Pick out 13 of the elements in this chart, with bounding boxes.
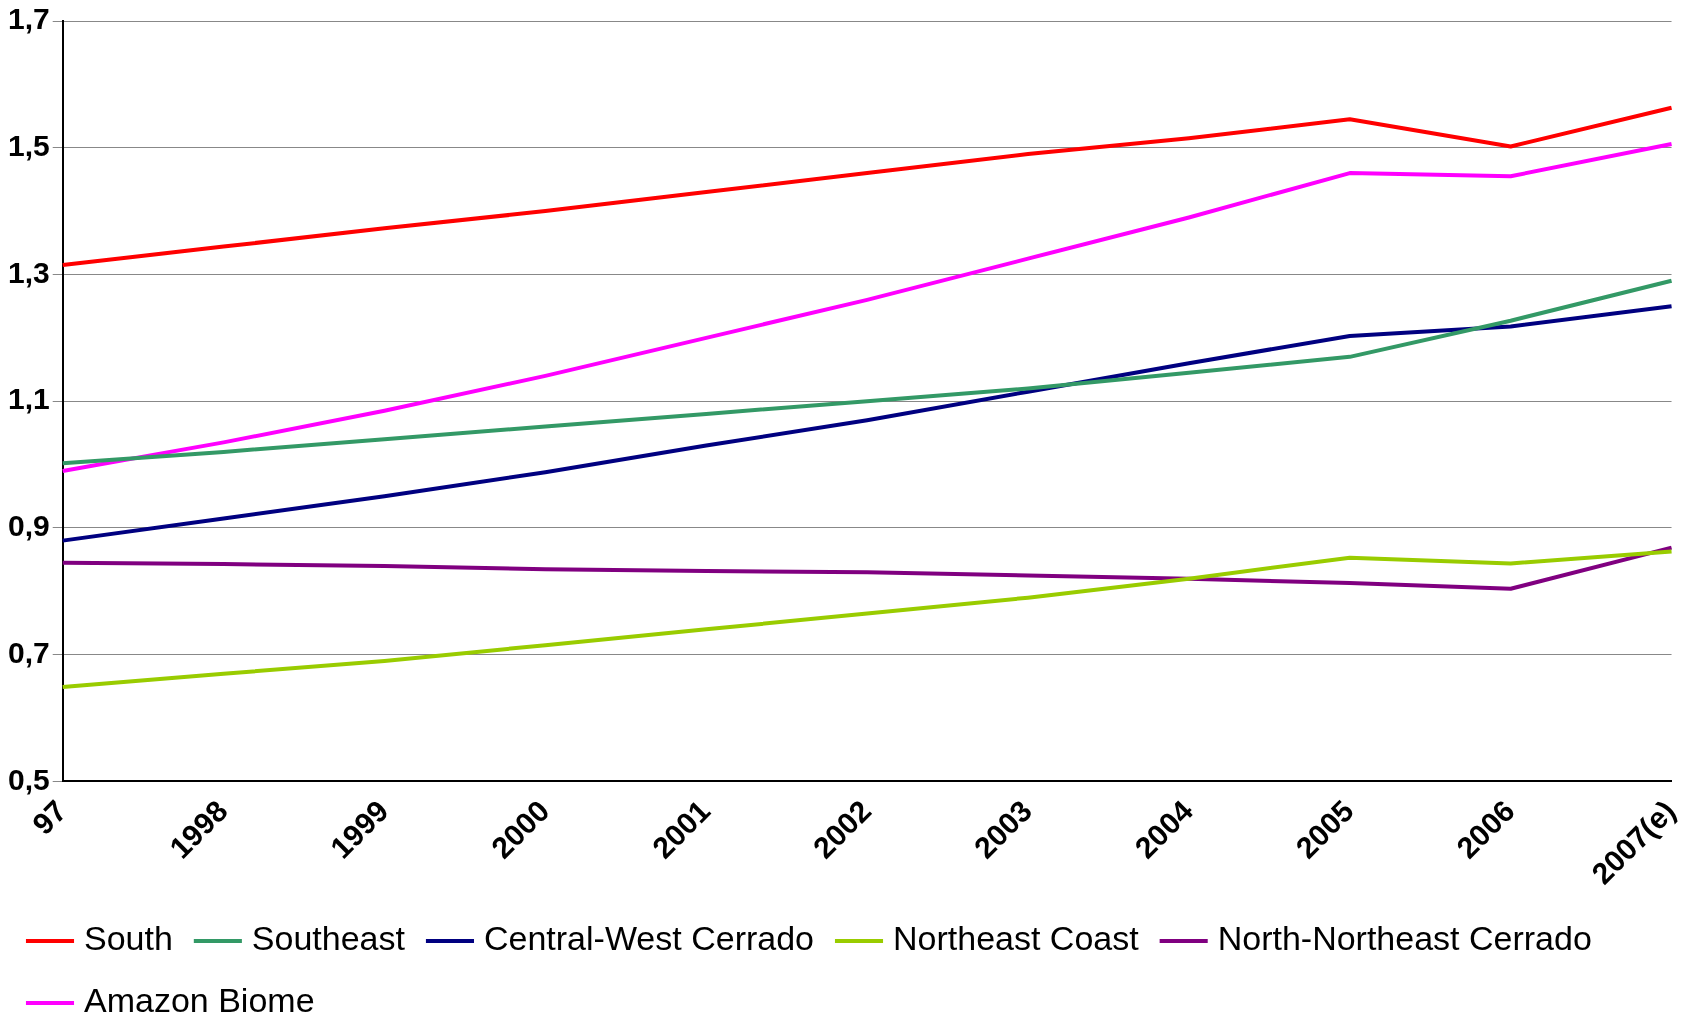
legend-label: Southeast — [251, 919, 406, 958]
legend-label: Northeast Coast — [893, 919, 1140, 958]
y-tick-label: 1,7 — [7, 2, 50, 36]
legend-label: Central-West Cerrado — [483, 919, 815, 958]
y-tick-label: 1,3 — [7, 255, 50, 289]
y-tick-label: 0,9 — [7, 509, 50, 543]
y-tick-label: 0,7 — [7, 635, 50, 669]
legend-label: South — [84, 919, 173, 958]
legend-label: North-Northeast Cerrado — [1217, 919, 1592, 958]
legend-label: Amazon Biome — [84, 981, 315, 1020]
y-tick-label: 1,1 — [7, 382, 50, 416]
y-tick-label: 1,5 — [7, 129, 50, 162]
y-tick-label: 0,5 — [7, 762, 50, 796]
